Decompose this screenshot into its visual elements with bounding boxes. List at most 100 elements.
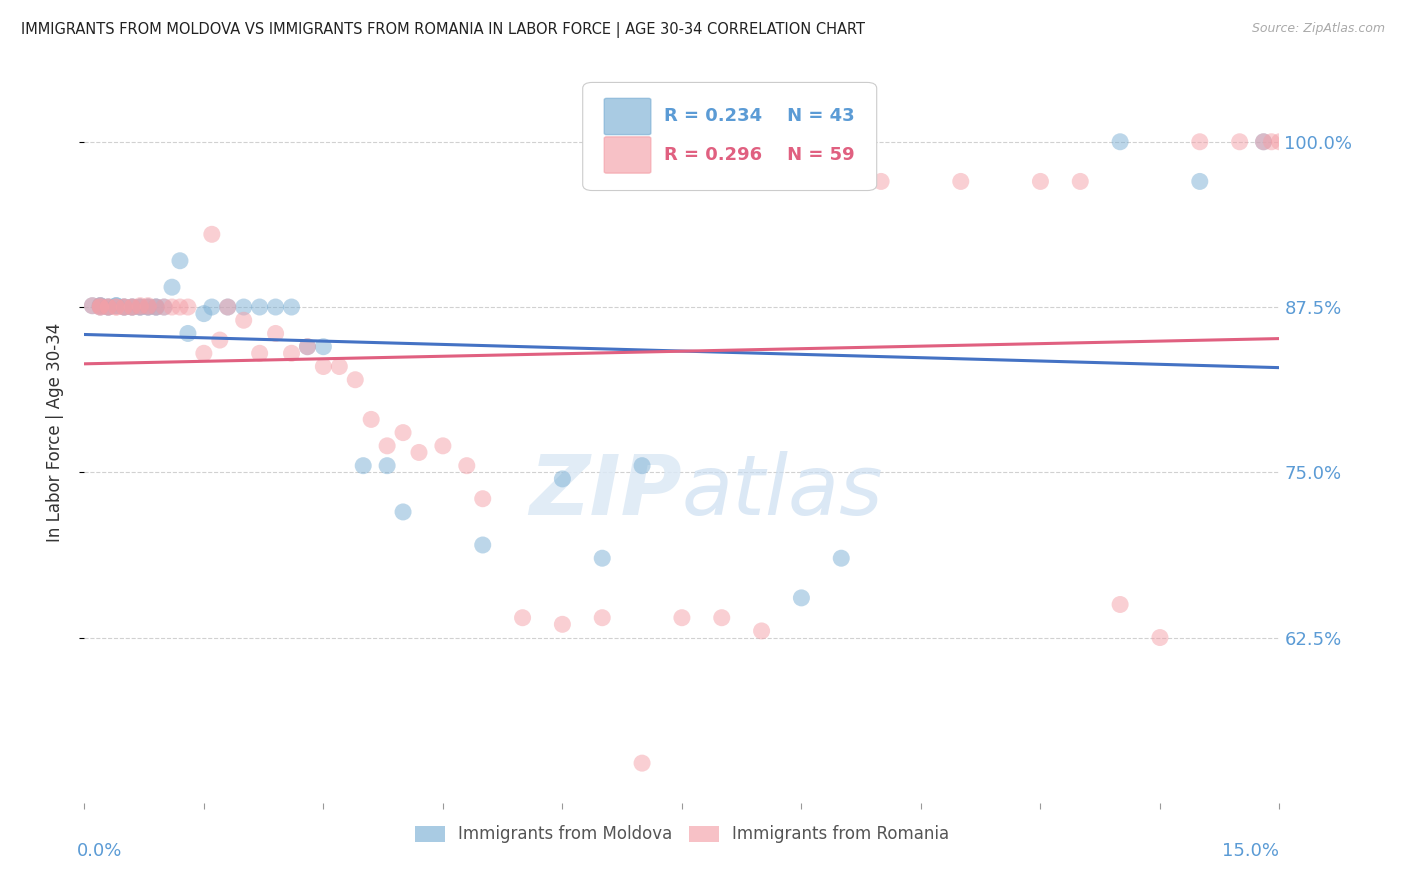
Point (89, 299, 111, 313)
Point (89, 299, 111, 313)
Point (208, 333, 231, 347)
Point (1109, 135, 1132, 149)
Point (169, 300, 191, 314)
Text: R = 0.296    N = 59: R = 0.296 N = 59 (664, 146, 855, 164)
Point (328, 359, 350, 374)
Point (1260, 135, 1282, 149)
Point (121, 300, 143, 314)
Point (136, 300, 159, 314)
Point (352, 458, 374, 473)
Text: Source: ZipAtlas.com: Source: ZipAtlas.com (1251, 22, 1385, 36)
Point (392, 425, 415, 440)
Point (136, 300, 159, 314)
Point (280, 346, 302, 360)
Point (312, 359, 335, 374)
Point (89, 300, 111, 314)
Point (145, 300, 167, 314)
Text: R = 0.234    N = 43: R = 0.234 N = 43 (664, 108, 855, 126)
Point (790, 591, 813, 605)
Point (830, 551, 852, 566)
Point (153, 300, 176, 314)
Point (870, 174, 893, 188)
Point (105, 299, 128, 313)
Point (169, 253, 191, 268)
Point (145, 300, 167, 314)
Point (1109, 598, 1132, 612)
Point (89, 299, 111, 313)
Point (129, 299, 152, 313)
Point (264, 300, 287, 314)
Point (201, 227, 224, 242)
Point (121, 300, 143, 314)
Point (105, 300, 128, 314)
Point (193, 307, 215, 321)
Point (112, 300, 135, 314)
Point (512, 611, 534, 625)
Point (82, 299, 104, 313)
Point (280, 300, 302, 314)
Point (112, 300, 135, 314)
Point (1029, 174, 1052, 188)
Point (264, 326, 287, 341)
Point (790, 174, 813, 188)
Point (82, 299, 104, 313)
Point (297, 340, 319, 354)
Point (97, 300, 120, 314)
Point (471, 491, 494, 506)
Point (591, 611, 613, 625)
Point (129, 300, 152, 314)
Point (97, 300, 120, 314)
FancyBboxPatch shape (605, 98, 651, 135)
Point (105, 300, 128, 314)
Point (631, 458, 654, 473)
Point (375, 439, 398, 453)
Point (129, 300, 152, 314)
Point (1188, 135, 1211, 149)
Point (392, 505, 415, 519)
Point (193, 346, 215, 360)
Point (344, 373, 367, 387)
Point (249, 300, 271, 314)
Text: ZIP: ZIP (529, 451, 682, 533)
Point (136, 299, 159, 313)
Point (456, 458, 478, 473)
Point (312, 340, 335, 354)
Point (375, 458, 398, 473)
Point (177, 326, 200, 341)
Point (710, 611, 733, 625)
Point (751, 624, 773, 638)
Y-axis label: In Labor Force | Age 30-34: In Labor Force | Age 30-34 (45, 323, 63, 542)
Point (136, 300, 159, 314)
Text: 0.0%: 0.0% (76, 842, 122, 861)
Point (121, 300, 143, 314)
Point (145, 300, 167, 314)
Point (1188, 174, 1211, 188)
Text: 15.0%: 15.0% (1222, 842, 1279, 861)
Point (160, 300, 183, 314)
Point (631, 756, 654, 771)
Point (471, 538, 494, 552)
Point (112, 300, 135, 314)
Point (121, 300, 143, 314)
Point (671, 611, 693, 625)
Point (160, 280, 183, 294)
Legend: Immigrants from Moldova, Immigrants from Romania: Immigrants from Moldova, Immigrants from… (408, 819, 956, 850)
Point (1253, 135, 1275, 149)
Point (360, 412, 382, 426)
Point (153, 300, 176, 314)
Point (232, 313, 254, 327)
Point (232, 300, 254, 314)
Point (201, 300, 224, 314)
Text: IMMIGRANTS FROM MOLDOVA VS IMMIGRANTS FROM ROMANIA IN LABOR FORCE | AGE 30-34 CO: IMMIGRANTS FROM MOLDOVA VS IMMIGRANTS FR… (21, 22, 865, 38)
FancyBboxPatch shape (582, 82, 877, 191)
Point (1149, 631, 1171, 645)
Point (112, 300, 135, 314)
Point (177, 300, 200, 314)
Point (89, 300, 111, 314)
Point (129, 300, 152, 314)
Point (551, 617, 574, 632)
Point (217, 300, 239, 314)
Point (551, 472, 574, 486)
Text: atlas: atlas (682, 451, 883, 533)
Point (408, 445, 430, 459)
